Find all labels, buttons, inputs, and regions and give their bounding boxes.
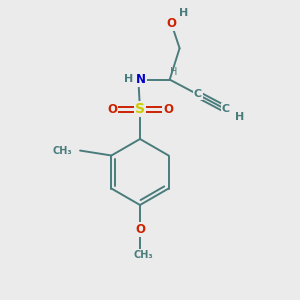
Text: CH₃: CH₃	[52, 146, 72, 155]
Text: C: C	[194, 89, 202, 100]
Text: H: H	[124, 74, 133, 84]
Text: CH₃: CH₃	[133, 250, 153, 260]
Text: C: C	[222, 104, 230, 114]
Text: H: H	[170, 67, 177, 76]
Text: O: O	[166, 17, 176, 30]
Text: O: O	[107, 103, 117, 116]
Text: H: H	[235, 112, 244, 122]
Text: H: H	[179, 8, 188, 19]
Text: S: S	[135, 102, 145, 116]
Text: O: O	[163, 103, 173, 116]
Text: O: O	[135, 223, 145, 236]
Text: N: N	[136, 73, 146, 86]
